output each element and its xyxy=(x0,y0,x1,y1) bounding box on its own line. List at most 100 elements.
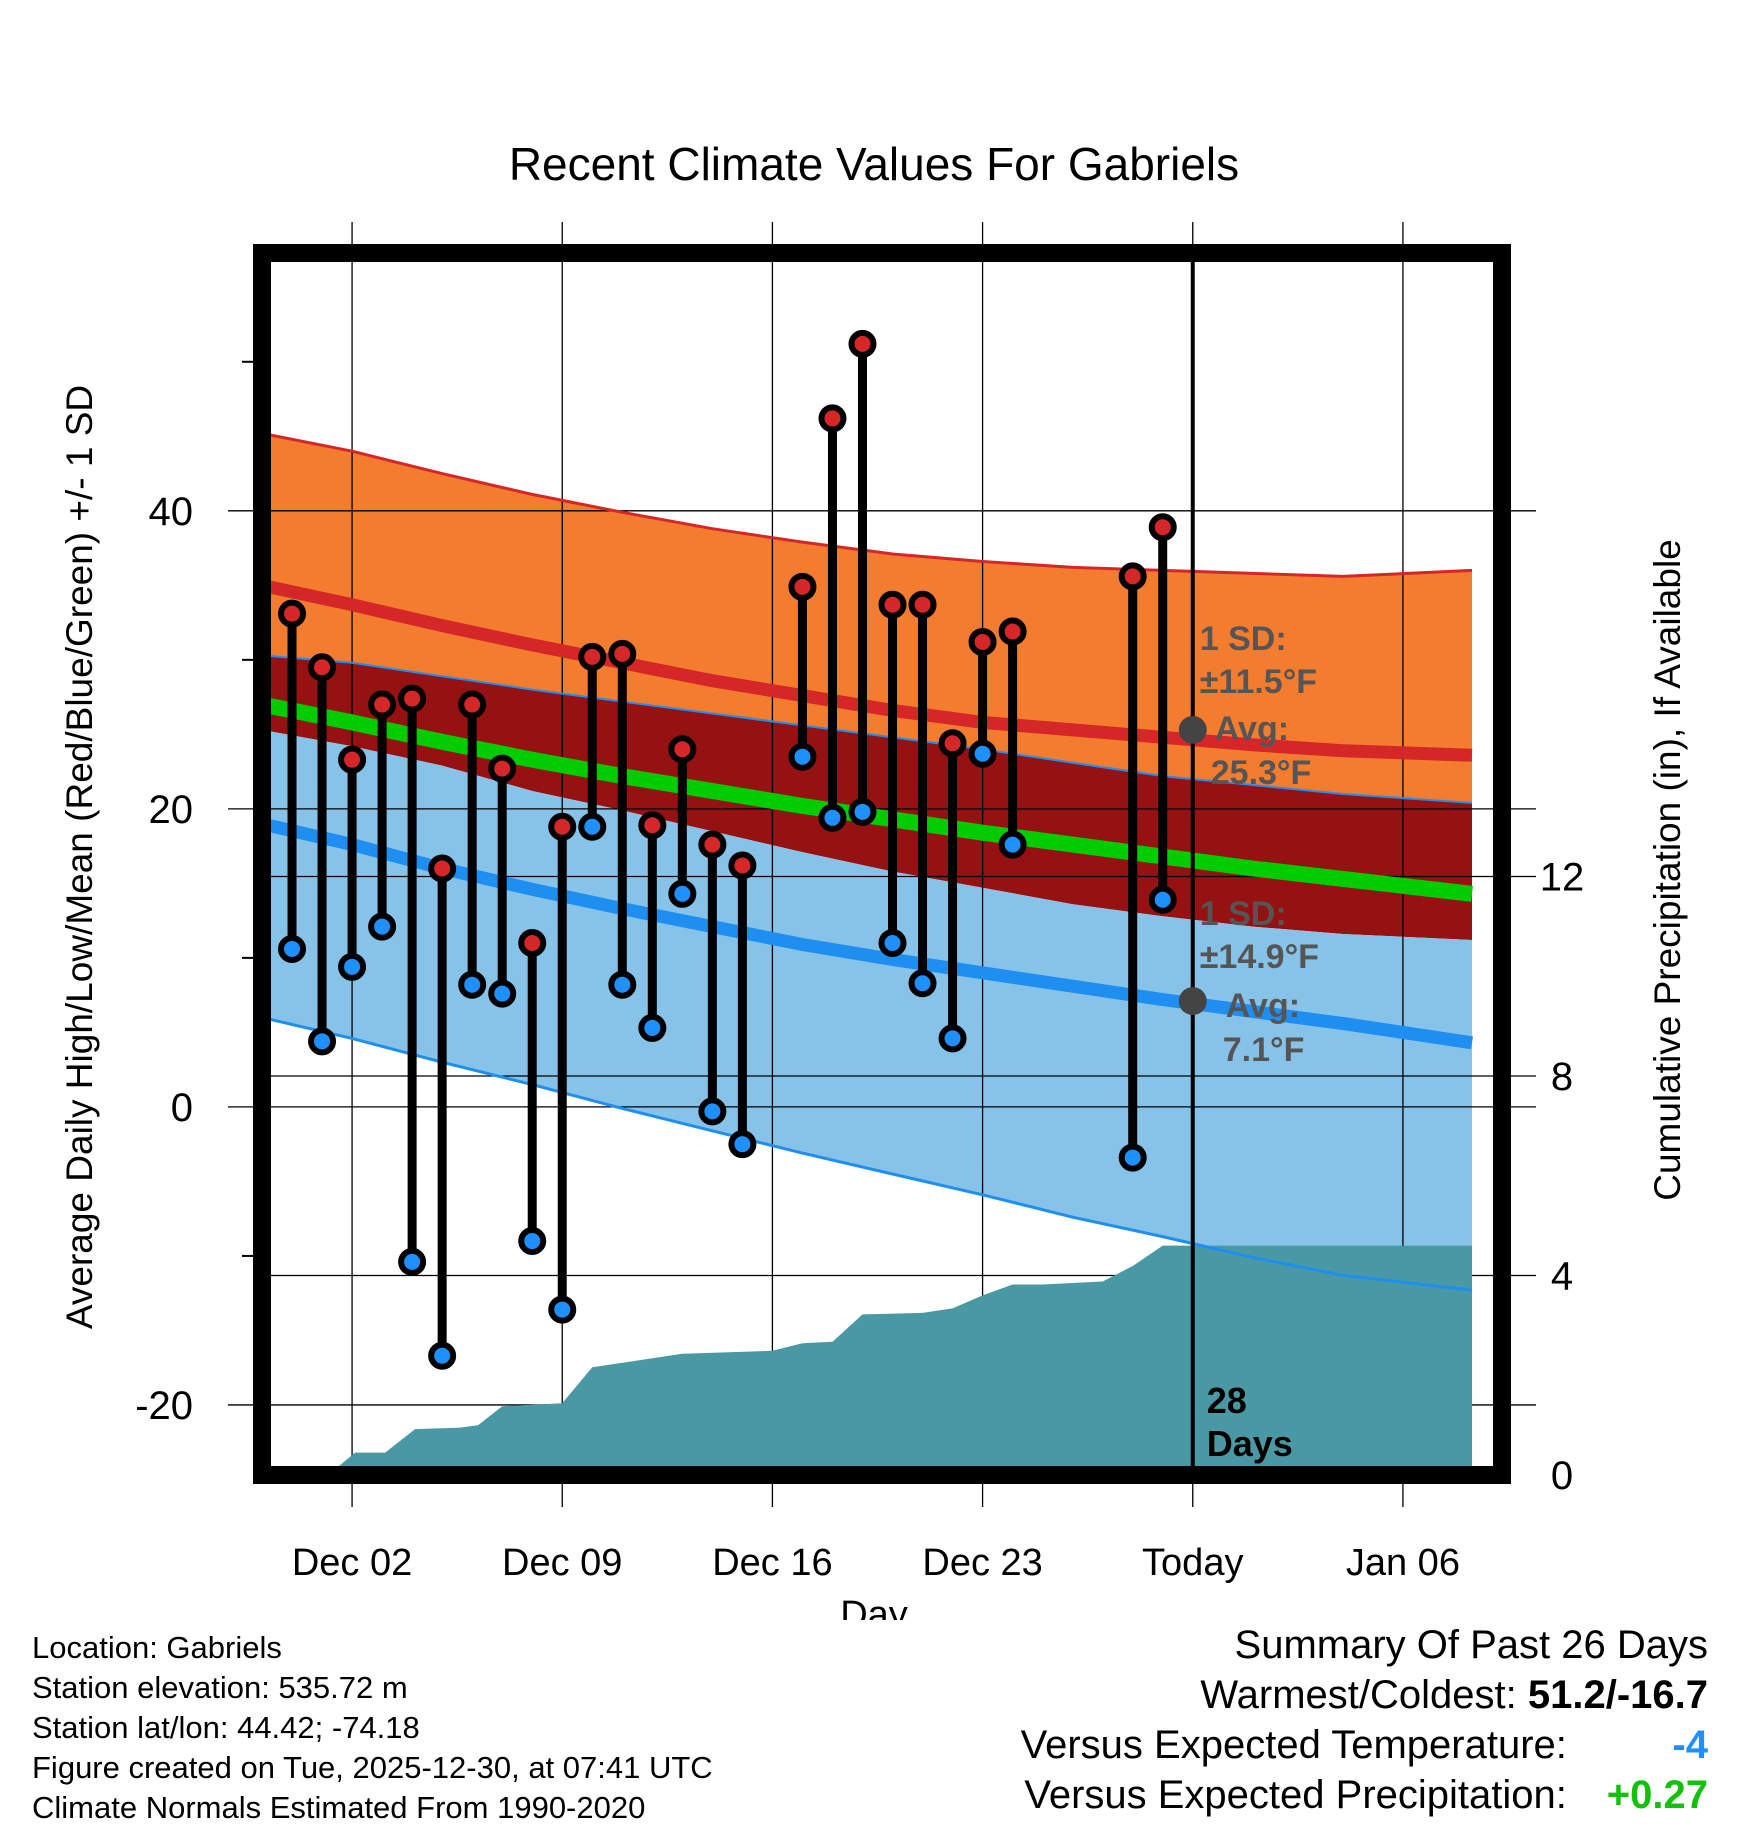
days-count: 28 xyxy=(1207,1380,1247,1421)
plot-frame xyxy=(253,244,1511,1484)
daily-high-point xyxy=(728,851,757,880)
summary-temp-row: Versus Expected Temperature: -4 xyxy=(1021,1720,1708,1770)
low-sd-label: 1 SD: xyxy=(1200,895,1287,933)
daily-observations xyxy=(278,329,1177,1370)
today-marker xyxy=(1178,253,1207,1475)
latlon-text: Station lat/lon: 44.42; -74.18 xyxy=(32,1710,420,1745)
y2-axis-label: Cumulative Precipitation (in), If Availa… xyxy=(1647,539,1688,1201)
daily-high-point xyxy=(608,639,637,668)
daily-low-point xyxy=(338,952,367,981)
high-upper-line xyxy=(262,431,1473,578)
y-tick-label: 40 xyxy=(149,490,194,534)
x-tick-label: Dec 09 xyxy=(502,1542,622,1584)
daily-high-point xyxy=(638,811,667,840)
low-avg-value: 7.1°F xyxy=(1223,1031,1305,1069)
daily-low-point xyxy=(278,934,307,963)
low-sd-value: ±14.9°F xyxy=(1200,938,1319,976)
precip-area xyxy=(262,1245,1472,1475)
high-avg-label: Avg: xyxy=(1215,710,1289,748)
warmest-label: Warmest/Coldest: xyxy=(1200,1673,1517,1717)
normal-high-line xyxy=(262,578,1473,762)
daily-low-point xyxy=(1148,885,1177,914)
daily-low-point xyxy=(728,1130,757,1159)
annotations: 1 SD: ±11.5°F Avg: 25.3°F 1 SD: ±14.9°F Avg: 7.… xyxy=(1200,620,1319,1464)
daily-high-point xyxy=(398,684,427,713)
daily-high-point xyxy=(338,745,367,774)
location-text: Location: Gabriels xyxy=(32,1630,282,1665)
daily-low-point xyxy=(1118,1143,1147,1172)
daily-low-point xyxy=(548,1295,577,1324)
temp-label: Versus Expected Temperature: xyxy=(1020,1723,1567,1767)
normals-text: Climate Normals Estimated From 1990-2020 xyxy=(32,1790,646,1825)
mean-band xyxy=(262,655,1472,940)
normal-low-line xyxy=(262,817,1473,1050)
daily-high-point xyxy=(998,617,1027,646)
daily-low-point xyxy=(608,970,637,999)
today-high-avg-dot xyxy=(1178,715,1207,744)
daily-low-point xyxy=(578,812,607,841)
y2-tick-label: 8 xyxy=(1551,1055,1573,1099)
y2-tick-label: 4 xyxy=(1551,1254,1573,1298)
daily-high-point xyxy=(518,928,547,957)
daily-low-point xyxy=(398,1247,427,1276)
y-axis-label: Average Daily High/Low/Mean (Red/Blue/Gr… xyxy=(59,385,100,1329)
created-text: Figure created on Tue, 2025-12-30, at 07… xyxy=(32,1750,713,1785)
y-tick-label: -20 xyxy=(135,1384,193,1428)
daily-high-point xyxy=(698,830,727,859)
chart-title: Recent Climate Values For Gabriels xyxy=(509,138,1239,190)
daily-high-point xyxy=(1118,562,1147,591)
high-sd-value: ±11.5°F xyxy=(1200,663,1317,701)
summary-warmest-row: Warmest/Coldest: 51.2/-16.7 xyxy=(1021,1670,1708,1720)
axes: Dec 02 Dec 09 Dec 16 Dec 23 Today Jan 0640200… xyxy=(135,360,1585,1584)
y2-tick-label: 0 xyxy=(1551,1454,1573,1498)
x-tick-label: Today xyxy=(1142,1542,1243,1584)
daily-low-point xyxy=(308,1027,337,1056)
high-sd-label: 1 SD: xyxy=(1200,620,1287,658)
daily-low-point xyxy=(638,1013,667,1042)
x-tick-label: Dec 02 xyxy=(292,1542,412,1584)
daily-low-point xyxy=(428,1341,457,1370)
precip-value: +0.27 xyxy=(1606,1773,1708,1817)
daily-low-point xyxy=(848,797,877,826)
low-lower-line xyxy=(262,1016,1473,1292)
days-label: Days xyxy=(1207,1423,1293,1464)
precip-label: Versus Expected Precipitation: xyxy=(1024,1773,1567,1817)
daily-low-point xyxy=(908,969,937,998)
daily-low-point xyxy=(368,912,397,941)
daily-low-point xyxy=(668,879,697,908)
y-tick-label: 20 xyxy=(149,788,194,832)
high-avg-value: 25.3°F xyxy=(1211,754,1312,792)
daily-high-point xyxy=(878,590,907,619)
daily-low-point xyxy=(788,742,817,771)
daily-high-point xyxy=(938,729,967,758)
elevation-text: Station elevation: 535.72 m xyxy=(32,1670,408,1705)
daily-high-point xyxy=(458,690,487,719)
today-low-avg-dot xyxy=(1178,987,1207,1016)
warmest-value: 51.2/-16.7 xyxy=(1527,1673,1708,1717)
x-tick-label: Dec 23 xyxy=(922,1542,1042,1584)
daily-low-point xyxy=(488,979,517,1008)
low-avg-label: Avg: xyxy=(1226,987,1300,1025)
daily-high-point xyxy=(908,590,937,619)
daily-high-point xyxy=(668,735,697,764)
normal-mean-line xyxy=(262,696,1473,902)
daily-high-point xyxy=(578,642,607,671)
daily-low-point xyxy=(938,1024,967,1053)
x-tick-label: Dec 16 xyxy=(712,1542,832,1584)
daily-high-point xyxy=(1148,513,1177,542)
y-tick-label: 0 xyxy=(171,1086,193,1130)
daily-low-point xyxy=(998,830,1027,859)
summary-panel: Summary Of Past 26 Days Warmest/Coldest:… xyxy=(1021,1620,1708,1820)
daily-high-point xyxy=(788,572,817,601)
daily-high-point xyxy=(488,754,517,783)
climate-chart: 1 SD: ±11.5°F Avg: 25.3°F 1 SD: ±14.9°F Avg: 7.… xyxy=(59,138,1688,1620)
daily-high-point xyxy=(278,599,307,628)
y2-tick-label: 12 xyxy=(1540,855,1585,899)
plot-border xyxy=(253,244,1511,1484)
summary-precip-row: Versus Expected Precipitation: +0.27 xyxy=(1021,1770,1708,1820)
temp-value: -4 xyxy=(1672,1723,1708,1767)
daily-low-point xyxy=(458,970,487,999)
daily-high-point xyxy=(968,627,997,656)
normal-lines xyxy=(262,431,1473,1292)
high-sd-band xyxy=(262,433,1472,803)
